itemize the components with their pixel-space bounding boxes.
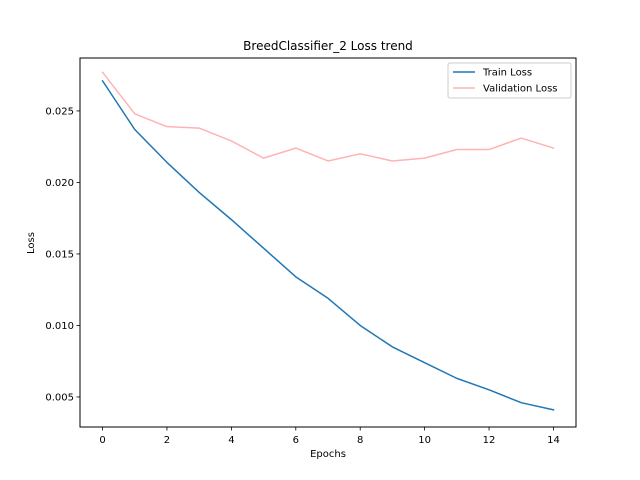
x-tick-label: 14: [547, 435, 560, 446]
series-line-train-loss: [101, 79, 555, 411]
series-line-validation-loss: [101, 71, 555, 162]
legend-box: [447, 62, 572, 99]
x-axis-label: Epochs: [310, 449, 346, 460]
x-tick-label: 0: [99, 435, 105, 446]
y-axis: 0.005 0.010 0.015 0.020 0.025: [45, 106, 80, 403]
x-tick-label: 12: [483, 435, 496, 446]
x-tick-label: 10: [418, 435, 431, 446]
y-tick-label: 0.010: [45, 321, 74, 332]
y-axis-label: Loss: [26, 232, 37, 254]
x-tick-label: 8: [357, 435, 363, 446]
y-tick-label: 0.025: [45, 106, 74, 117]
x-tick-label: 4: [228, 435, 234, 446]
x-tick-label: 2: [164, 435, 170, 446]
plot-frame: [79, 57, 577, 428]
y-tick-label: 0.005: [45, 392, 74, 403]
y-tick-label: 0.015: [45, 249, 74, 260]
legend: Train Loss Validation Loss: [447, 62, 572, 99]
x-tick-label: 6: [293, 435, 299, 446]
x-axis: 0 2 4 6 8 10 12 14: [99, 427, 560, 446]
legend-label: Train Loss: [482, 68, 532, 79]
y-tick-label: 0.020: [45, 178, 74, 189]
plot-area: [101, 71, 555, 411]
legend-label: Validation Loss: [483, 84, 558, 95]
chart-title: BreedClassifier_2 Loss trend: [243, 39, 413, 53]
